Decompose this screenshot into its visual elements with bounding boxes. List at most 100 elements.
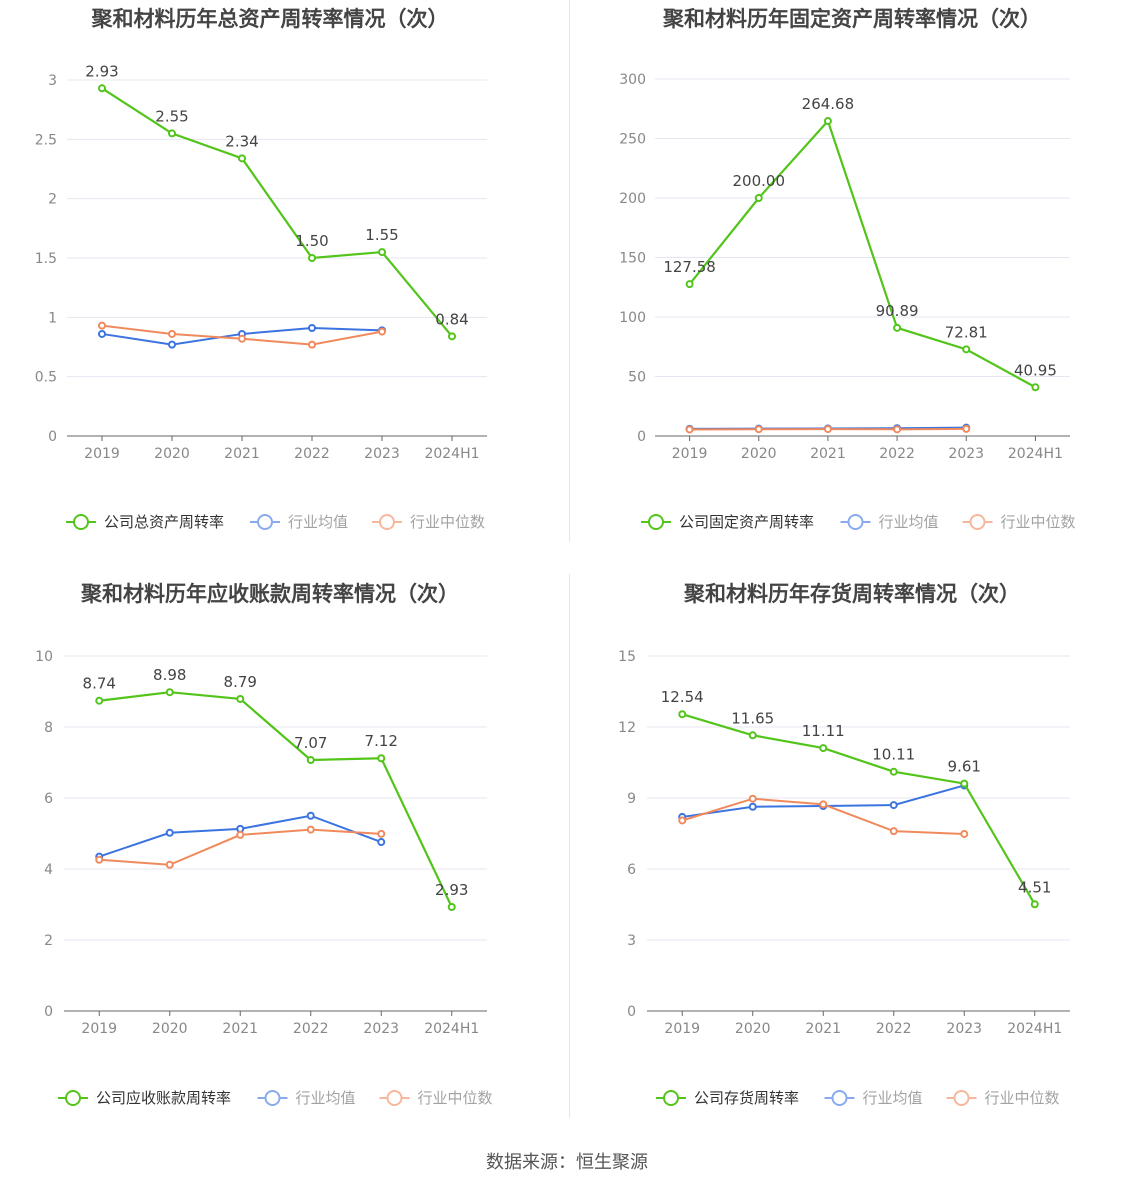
data-point-company	[893, 323, 902, 332]
legend-label: 公司总资产周转率	[104, 513, 224, 531]
legend-label: 行业均值	[863, 1089, 923, 1107]
data-point-company	[1031, 383, 1040, 392]
y-tick-label: 100	[619, 310, 646, 326]
y-tick-label: 15	[618, 649, 636, 665]
y-tick-label: 50	[628, 370, 646, 386]
legend-label: 行业中位数	[985, 1089, 1060, 1107]
legend-marker-icon	[264, 1090, 281, 1106]
data-label: 264.68	[802, 95, 855, 113]
legend-item-median: 行业中位数	[379, 1089, 493, 1107]
data-point-median	[165, 860, 174, 869]
y-tick-label: 0	[627, 1004, 636, 1020]
data-point-avg	[168, 340, 176, 349]
x-tick-label: 2023	[946, 1021, 982, 1037]
data-label: 8.79	[224, 673, 257, 691]
data-point-median	[823, 425, 832, 434]
data-label: 2.34	[225, 132, 258, 150]
x-tick-label: 2024H1	[1008, 446, 1063, 462]
legend-label: 行业中位数	[1001, 513, 1076, 531]
series-line-company	[99, 691, 453, 908]
data-point-company	[823, 117, 832, 126]
chart-title: 聚和材料历年总资产周转率情况（次）	[91, 7, 449, 31]
data-point-company	[377, 754, 386, 763]
legend-label: 行业均值	[296, 1089, 356, 1107]
legend-item-median: 行业中位数	[946, 1089, 1060, 1107]
x-tick-label: 2019	[81, 1021, 117, 1037]
chart-title: 聚和材料历年应收账款周转率情况（次）	[80, 582, 459, 606]
x-tick-label: 2019	[672, 446, 708, 462]
data-point-median	[168, 329, 176, 338]
y-tick-label: 2.5	[35, 132, 57, 148]
legend-label: 公司应收账款周转率	[96, 1089, 231, 1107]
legend-item-company: 公司存货周转率	[656, 1089, 799, 1107]
x-tick-label: 2020	[741, 446, 777, 462]
x-tick-label: 2021	[805, 1021, 841, 1037]
data-label: 10.11	[872, 746, 915, 764]
data-point-company	[308, 254, 316, 262]
data-label: 200.00	[733, 172, 786, 190]
data-label: 2.93	[435, 881, 468, 899]
data-label: 40.95	[1014, 361, 1057, 379]
x-tick-label: 2021	[222, 1021, 258, 1037]
data-point-company	[447, 902, 456, 911]
series-line-company	[688, 118, 1036, 389]
chart-title: 聚和材料历年存货周转率情况（次）	[683, 582, 1020, 606]
legend-item-avg: 行业均值	[824, 1089, 923, 1107]
data-point-avg	[306, 811, 315, 820]
legend-item-median: 行业中位数	[962, 513, 1076, 531]
legend-marker-icon	[386, 1090, 403, 1106]
data-point-median	[98, 321, 106, 330]
data-point-company	[960, 779, 969, 788]
chart-total-asset-turnover: 聚和材料历年总资产周转率情况（次） 0 0.5 1 1.5 2 2.5 3 2019 2020 20…	[35, 7, 487, 531]
x-tick-label: 2021	[224, 446, 260, 462]
data-label: 90.89	[876, 302, 919, 320]
y-tick-label: 3	[627, 933, 636, 949]
chart-panel-inventory-turnover: 聚和材料历年存货周转率情况（次） 0 3 6 9 12 15 2019 2020 2021 2022…	[567, 576, 1134, 1152]
data-point-median	[748, 794, 757, 803]
y-tick-label: 10	[35, 649, 53, 665]
legend-item-median: 行业中位数	[372, 513, 485, 531]
legend-label: 行业中位数	[418, 1089, 493, 1107]
data-point-median	[306, 825, 315, 834]
data-label: 2.93	[85, 62, 118, 80]
chart-title: 聚和材料历年固定资产周转率情况（次）	[662, 7, 1041, 31]
data-point-avg	[308, 324, 316, 333]
chart-receivables-turnover: 聚和材料历年应收账款周转率情况（次） 0 2 4 6 8 10 2019 2020 2021 202…	[35, 582, 493, 1107]
y-tick-label: 0	[637, 429, 646, 445]
y-tick-label: 8	[44, 720, 53, 736]
y-tick-label: 3	[48, 73, 57, 89]
y-tick-label: 250	[619, 132, 646, 148]
data-point-median	[95, 855, 104, 864]
legend-label: 行业均值	[879, 513, 939, 531]
data-point-company	[306, 756, 315, 765]
legend-item-avg: 行业均值	[257, 1089, 356, 1107]
chart-panel-total-asset-turnover: 聚和材料历年总资产周转率情况（次） 0 0.5 1 1.5 2 2.5 3 2019 2020 20…	[0, 0, 567, 576]
data-point-avg	[98, 329, 106, 338]
data-point-company	[748, 731, 757, 740]
series-line-company	[101, 87, 453, 338]
legend-item-company: 公司应收账款周转率	[58, 1089, 231, 1107]
chart-fixed-asset-turnover: 聚和材料历年固定资产周转率情况（次） 0 50 100 150 200 250 300 2019…	[619, 7, 1076, 531]
y-tick-label: 0.5	[35, 370, 57, 386]
data-label: 2.55	[155, 107, 188, 125]
data-point-median	[238, 334, 246, 343]
legend-item-company: 公司总资产周转率	[66, 513, 224, 531]
data-point-median	[893, 425, 902, 434]
data-label: 11.11	[802, 722, 845, 740]
x-tick-label: 2023	[948, 446, 984, 462]
legend-marker-icon	[847, 514, 864, 530]
y-tick-label: 150	[619, 251, 646, 267]
data-point-company	[819, 744, 828, 753]
x-tick-label: 2024H1	[424, 446, 479, 462]
y-tick-label: 9	[627, 791, 636, 807]
data-point-company	[889, 767, 898, 776]
y-tick-label: 4	[44, 862, 53, 878]
legend-marker-icon	[73, 514, 89, 530]
data-label: 72.81	[945, 323, 988, 341]
y-tick-label: 0	[48, 429, 57, 445]
data-point-avg	[889, 801, 898, 810]
data-label: 7.07	[294, 734, 327, 752]
x-tick-label: 2021	[810, 446, 846, 462]
legend-marker-icon	[969, 514, 986, 530]
x-tick-label: 2023	[364, 446, 400, 462]
